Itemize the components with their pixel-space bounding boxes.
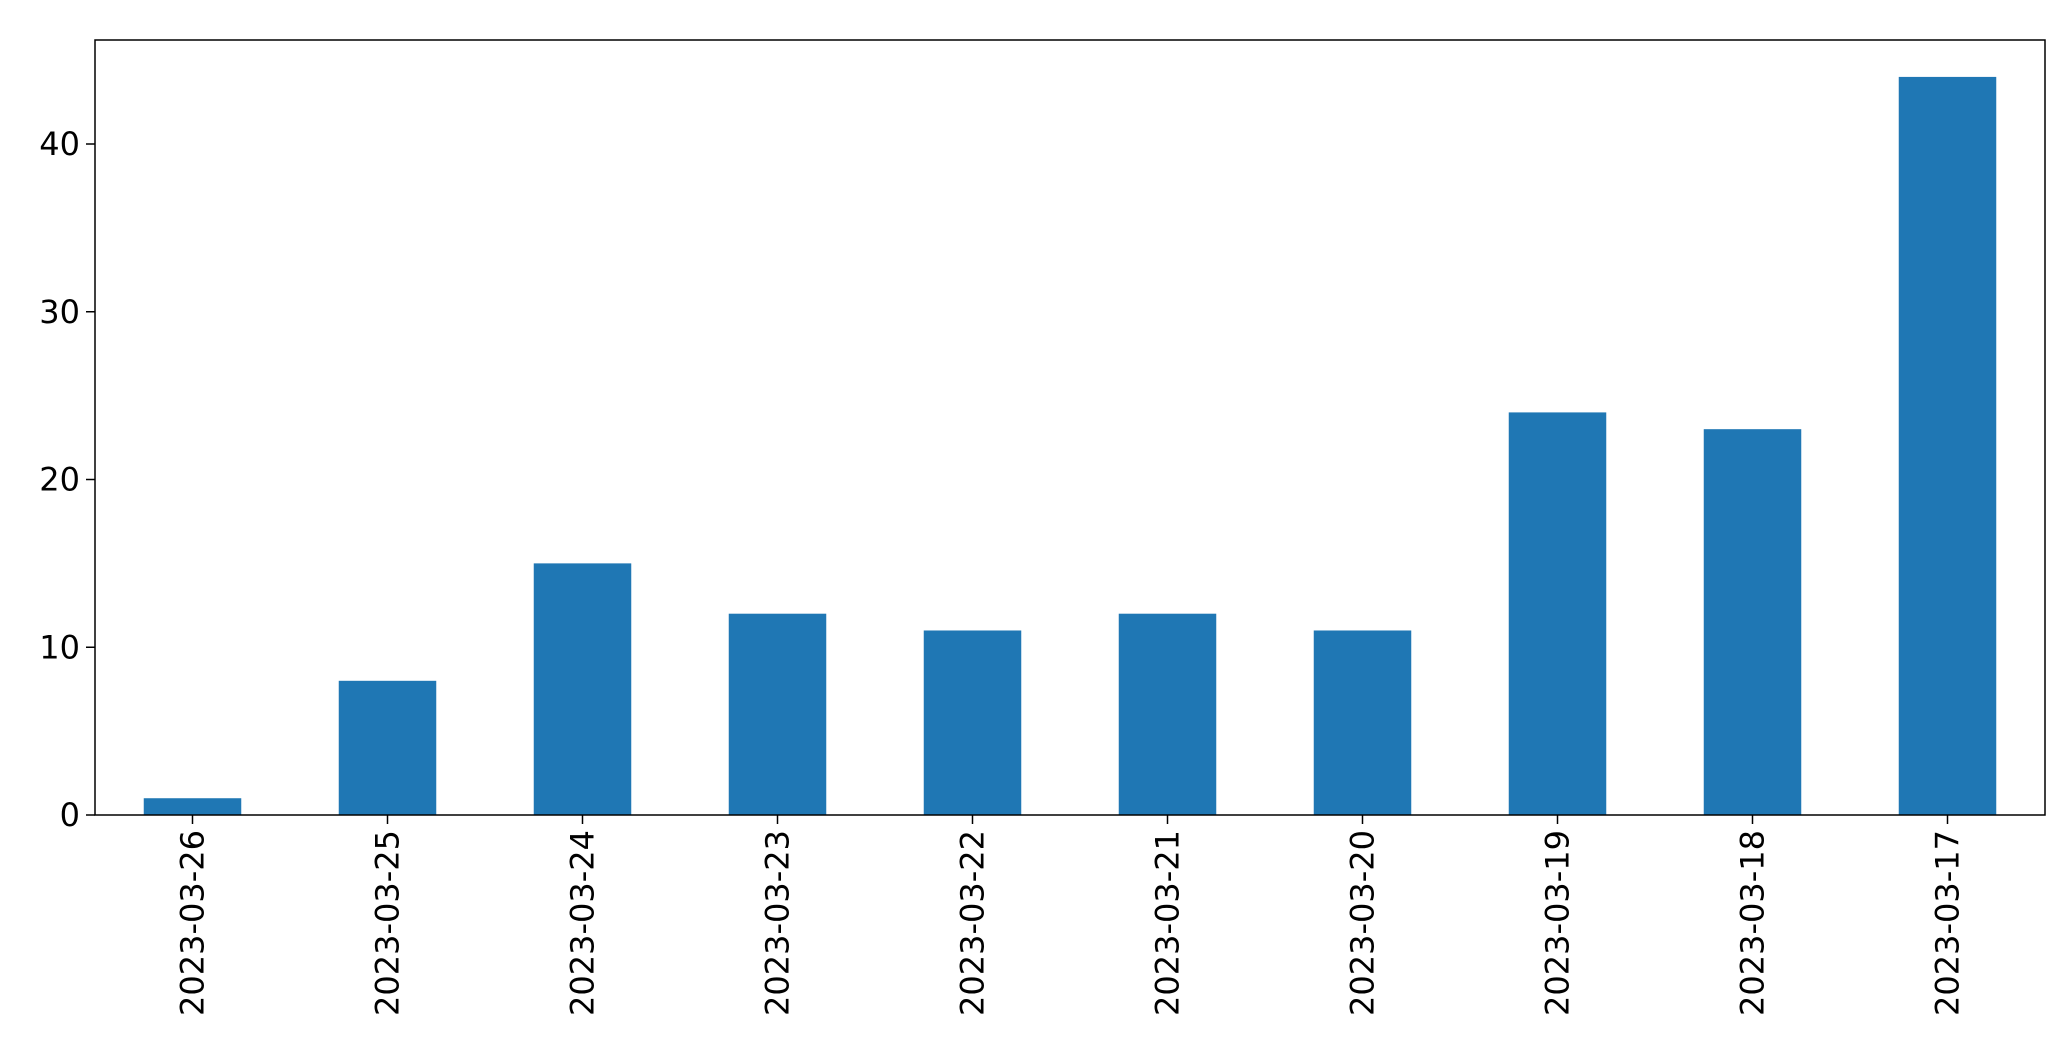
bar-2023-03-17 xyxy=(1898,76,1997,815)
bar-2023-03-25 xyxy=(338,680,437,815)
y-tick-label: 30 xyxy=(39,293,80,331)
bar-2023-03-23 xyxy=(728,613,827,815)
x-tick-label: 2023-03-25 xyxy=(369,830,407,1016)
x-tick-label: 2023-03-26 xyxy=(174,830,212,1016)
bar-2023-03-26 xyxy=(143,798,242,815)
bar-2023-03-19 xyxy=(1508,412,1607,815)
x-tick-label: 2023-03-17 xyxy=(1929,830,1967,1016)
x-tick-label: 2023-03-21 xyxy=(1149,830,1187,1016)
y-tick-label: 10 xyxy=(39,628,80,666)
x-tick-label: 2023-03-24 xyxy=(564,830,602,1016)
x-tick-label: 2023-03-20 xyxy=(1344,830,1382,1016)
x-tick-label: 2023-03-23 xyxy=(759,830,797,1016)
x-tick-label: 2023-03-18 xyxy=(1734,830,1772,1016)
y-tick-label: 40 xyxy=(39,125,80,163)
bar-2023-03-21 xyxy=(1118,613,1217,815)
bar-2023-03-22 xyxy=(923,630,1022,815)
bar-2023-03-20 xyxy=(1313,630,1412,815)
bar-2023-03-18 xyxy=(1703,429,1802,815)
x-tick-label: 2023-03-22 xyxy=(954,830,992,1016)
plot-frame xyxy=(94,39,2046,816)
x-axis: 2023-03-26 2023-03-25 2023-03-24 2023-03-23… xyxy=(174,815,1967,1016)
y-axis: 0 10 20 30 40 xyxy=(39,125,95,834)
bar-2023-03-24 xyxy=(533,563,632,815)
y-tick-label: 0 xyxy=(60,796,80,834)
bars-group xyxy=(143,76,1997,815)
y-tick-label: 20 xyxy=(39,461,80,499)
x-tick-label: 2023-03-19 xyxy=(1539,830,1577,1016)
